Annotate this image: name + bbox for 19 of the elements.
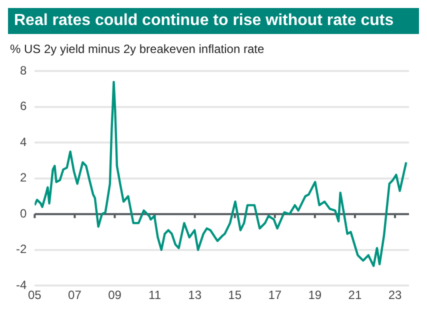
x-tick-label: 15	[228, 288, 242, 302]
y-tick-label: -2	[16, 242, 27, 256]
x-tick-label: 05	[28, 288, 42, 302]
x-tick-label: 19	[308, 288, 322, 302]
x-tick-label: 11	[148, 288, 162, 302]
y-tick-label: 4	[20, 134, 27, 149]
chart-subtitle: % US 2y yield minus 2y breakeven inflation rate	[10, 42, 266, 56]
y-tick-label: 2	[20, 170, 27, 185]
x-tick-label: 17	[268, 288, 282, 302]
y-tick-label: 6	[20, 99, 27, 114]
x-tick-label: 07	[68, 288, 82, 302]
y-tick-label: -4	[16, 278, 27, 292]
y-tick-label: 8	[20, 64, 27, 78]
x-tick-label: 13	[188, 288, 202, 302]
chart-title: Real rates could continue to rise without rate cuts	[8, 8, 419, 34]
x-tick-label: 09	[108, 288, 122, 302]
y-tick-label: 0	[20, 206, 27, 220]
x-tick-label: 21	[348, 288, 362, 302]
x-tick-label: 23	[388, 288, 402, 302]
